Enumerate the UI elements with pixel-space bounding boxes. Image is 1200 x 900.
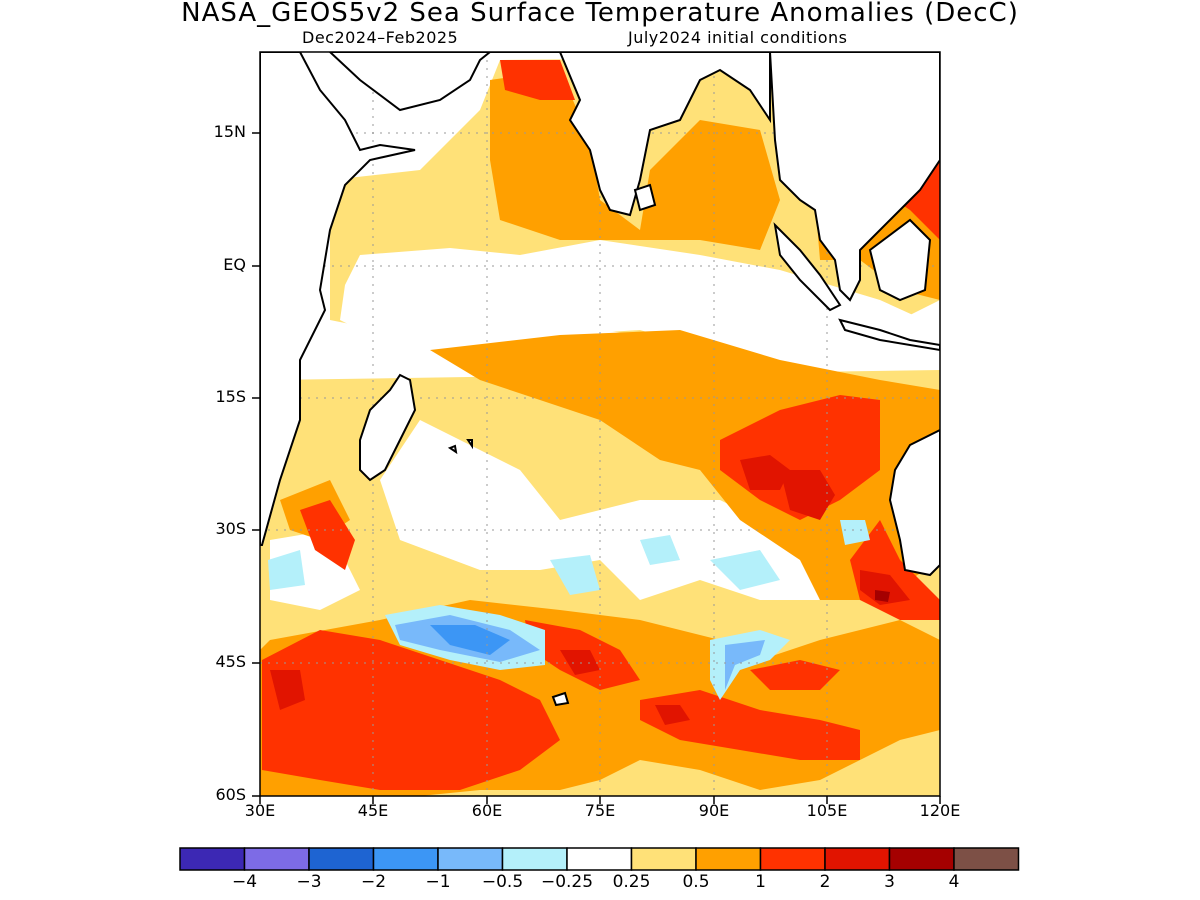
lon-label-120e: 120E [919, 801, 961, 820]
colorbar [179, 847, 1020, 871]
lon-label-75e: 75E [584, 801, 616, 820]
initial-conditions: July2024 initial conditions [628, 28, 848, 47]
axis-ticks [252, 132, 941, 804]
lon-label-90e: 90E [698, 801, 730, 820]
colorbar-swatch [759, 847, 826, 871]
colorbar-label: 1 [755, 872, 766, 892]
lat-label-15s: 15S [215, 387, 246, 406]
colorbar-swatch [308, 847, 375, 871]
colorbar-swatch [824, 847, 891, 871]
colorbar-swatch [372, 847, 439, 871]
gridlines [260, 52, 940, 796]
lat-label-45s: 45S [215, 652, 246, 671]
colorbar-swatch [179, 847, 246, 871]
colorbar-swatch [243, 847, 310, 871]
map-title: NASA_GEOS5v2 Sea Surface Temperature Ano… [181, 0, 1019, 28]
colorbar-label: −0.25 [540, 872, 594, 892]
colorbar-swatch [953, 847, 1020, 871]
lat-label-15n: 15N [213, 122, 246, 141]
colorbar-swatch [630, 847, 697, 871]
forecast-period: Dec2024–Feb2025 [302, 28, 459, 47]
lon-label-105e: 105E [806, 801, 848, 820]
lat-label-eq: EQ [223, 255, 246, 274]
lon-label-30e: 30E [244, 801, 276, 820]
lat-label-60s: 60S [215, 785, 246, 804]
lon-label-45e: 45E [357, 801, 389, 820]
colorbar-label: −0.5 [481, 872, 524, 892]
colorbar-label: −3 [296, 872, 322, 892]
lat-label-30s: 30S [215, 519, 246, 538]
colorbar-label: 3 [884, 872, 895, 892]
lon-label-60e: 60E [471, 801, 503, 820]
colorbar-label: −4 [231, 872, 258, 892]
colorbar-swatch [695, 847, 762, 871]
colorbar-label: 0.25 [612, 872, 651, 892]
coastlines [260, 52, 940, 707]
colorbar-swatch [566, 847, 633, 871]
colorbar-label: 4 [948, 872, 960, 892]
colorbar-swatch [437, 847, 504, 871]
colorbar-label: 2 [819, 872, 831, 892]
colorbar-swatch [501, 847, 568, 871]
colorbar-label: 0.5 [682, 872, 710, 892]
colorbar-label: −2 [360, 872, 387, 892]
colorbar-label: −1 [425, 872, 451, 892]
colorbar-swatch [888, 847, 955, 871]
